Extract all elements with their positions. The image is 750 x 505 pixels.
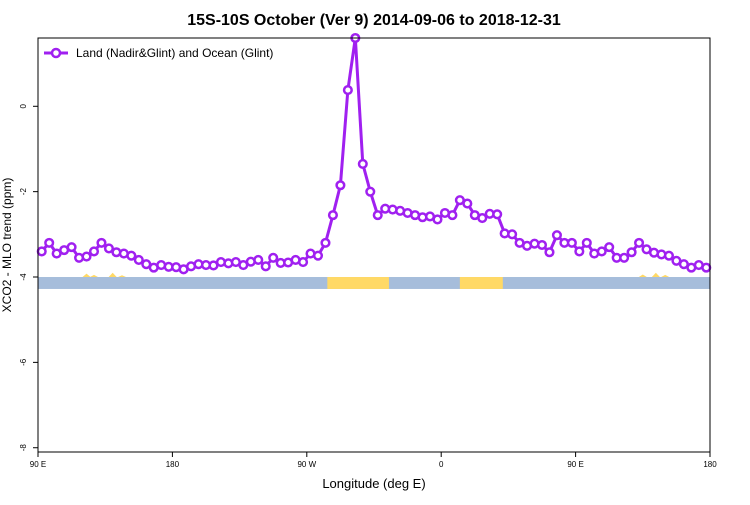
data-point <box>327 210 338 221</box>
legend-swatch-marker <box>50 47 62 59</box>
land-spike <box>661 274 670 278</box>
data-point <box>268 252 279 263</box>
land-segment <box>327 277 389 289</box>
x-tick-label: 0 <box>439 460 444 469</box>
surface-strip <box>38 272 710 289</box>
y-tick-label: -8 <box>19 444 28 452</box>
data-point <box>372 210 383 221</box>
land-spike <box>118 275 126 278</box>
x-axis: 90 E 180 90 W 0 90 E 180 <box>30 452 717 469</box>
y-tick-label: -2 <box>19 188 28 196</box>
data-point <box>66 242 77 253</box>
data-point <box>44 237 55 248</box>
data-point <box>604 242 615 253</box>
data-point <box>634 237 645 248</box>
land-spike <box>90 274 98 278</box>
data-point <box>492 209 503 220</box>
data-point <box>103 243 114 254</box>
x-tick-label: 90 W <box>297 460 316 469</box>
x-tick-label: 180 <box>703 460 717 469</box>
x-tick-label: 180 <box>166 460 180 469</box>
x-axis-label: Longitude (deg E) <box>322 476 425 491</box>
y-tick-label: -6 <box>19 358 28 366</box>
data-point <box>462 198 473 209</box>
x-tick-label: 90 E <box>30 460 46 469</box>
data-point <box>96 237 107 248</box>
data-point <box>36 246 47 257</box>
data-point <box>133 254 144 265</box>
land-segment <box>459 277 503 289</box>
y-axis-label: XCO2 - MLO trend (ppm) <box>0 178 14 313</box>
data-point <box>342 85 353 96</box>
land-spike <box>82 273 91 278</box>
y-tick-label: 0 <box>19 104 28 109</box>
x-tick-label: 90 E <box>567 460 583 469</box>
series-markers <box>36 32 712 275</box>
data-point <box>619 252 630 263</box>
data-point <box>126 250 137 261</box>
series-line-path <box>40 36 707 271</box>
data-point <box>298 257 309 268</box>
legend-label: Land (Nadir&Glint) and Ocean (Glint) <box>76 46 273 60</box>
legend: Land (Nadir&Glint) and Ocean (Glint) <box>44 46 273 60</box>
plot-frame <box>37 37 711 453</box>
series-line <box>40 36 707 271</box>
data-point <box>507 229 518 240</box>
data-point <box>320 237 331 248</box>
data-point <box>81 251 92 262</box>
data-point <box>544 247 555 258</box>
chart-title: 15S-10S October (Ver 9) 2014-09-06 to 20… <box>187 12 561 29</box>
data-point <box>551 230 562 241</box>
data-point <box>566 237 577 248</box>
data-point <box>365 186 376 197</box>
y-tick-label: -4 <box>19 273 28 281</box>
data-point <box>477 213 488 224</box>
data-point <box>432 214 443 225</box>
data-point <box>626 247 637 258</box>
land-spike <box>651 272 660 278</box>
data-point <box>581 237 592 248</box>
data-point <box>335 180 346 191</box>
data-point <box>536 239 548 251</box>
data-point <box>701 262 712 273</box>
data-point <box>357 158 368 169</box>
land-spike <box>638 274 647 278</box>
data-point <box>260 261 271 272</box>
data-point <box>253 254 264 265</box>
data-point <box>88 246 100 257</box>
data-point <box>447 210 458 221</box>
data-point <box>574 246 585 257</box>
data-point <box>663 250 674 261</box>
y-axis: 0 -2 -4 -6 -8 <box>19 104 38 452</box>
land-spike <box>108 272 117 278</box>
data-point <box>596 246 607 257</box>
data-point <box>312 250 324 261</box>
